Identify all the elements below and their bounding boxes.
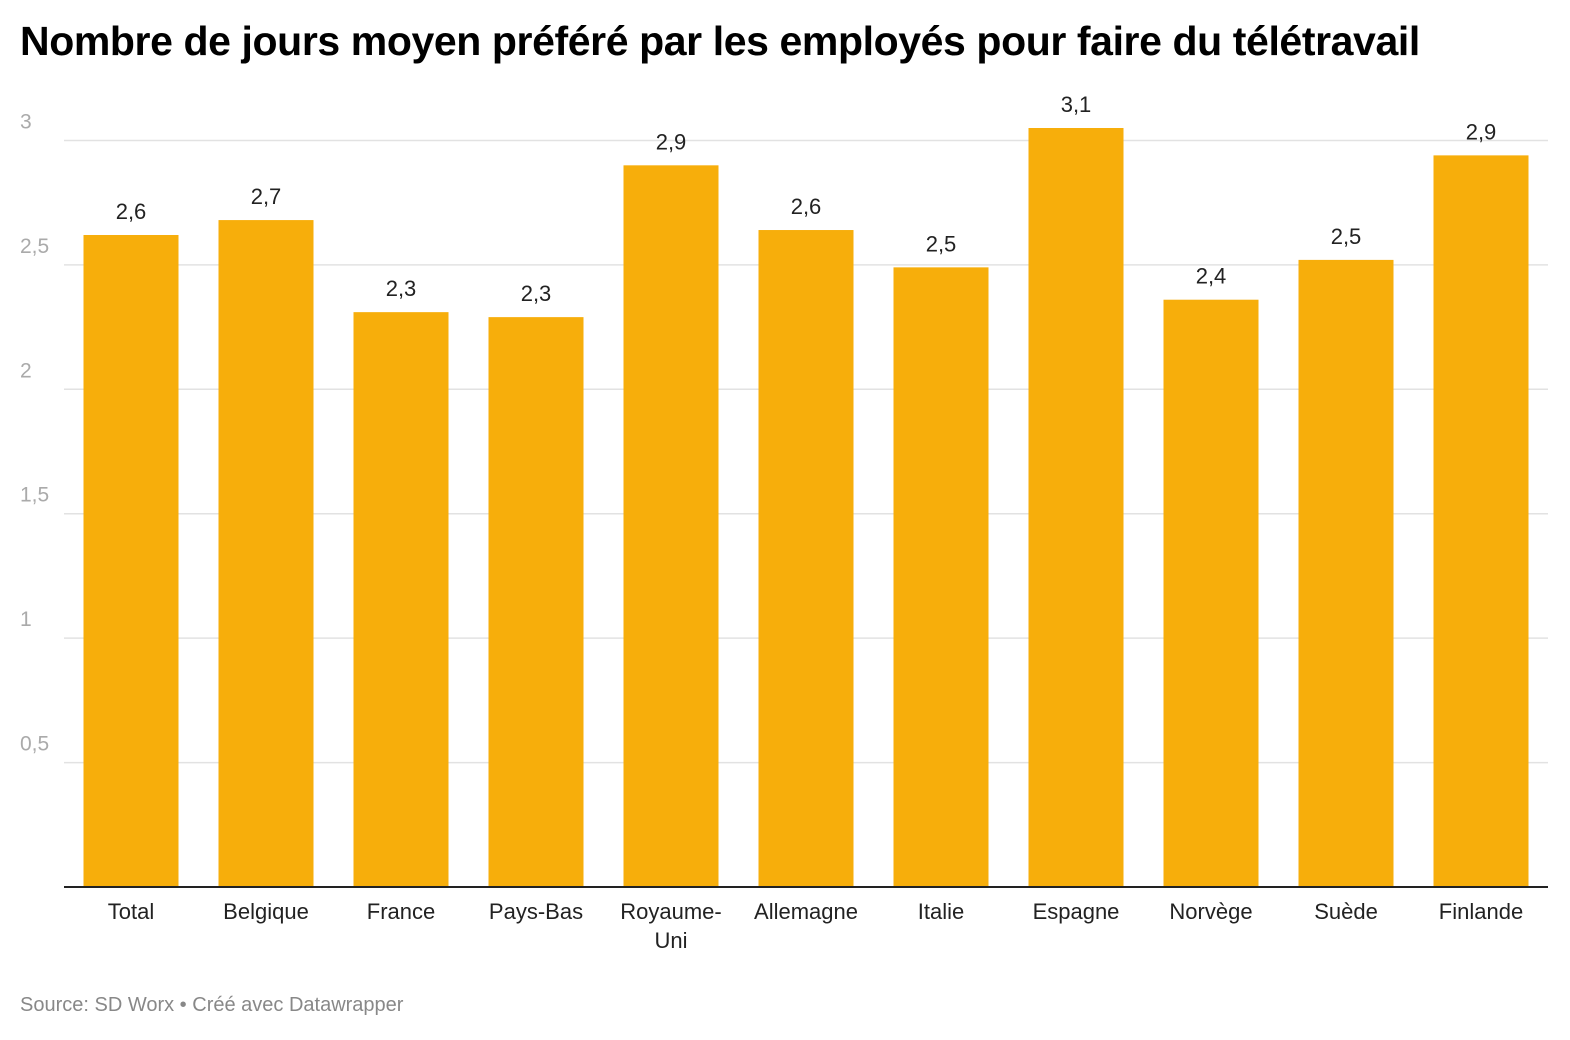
category-label-line: Uni: [654, 928, 687, 953]
value-label: 2,9: [1466, 119, 1497, 144]
value-label: 2,6: [791, 194, 822, 219]
value-label: 3,1: [1061, 92, 1092, 117]
bar: [353, 312, 449, 887]
source-link[interactable]: SD Worx: [94, 994, 175, 1016]
y-tick-label: 1: [20, 608, 32, 631]
value-label: 2,3: [386, 276, 417, 301]
bar: [758, 230, 854, 887]
category-label-line: France: [367, 899, 435, 924]
y-tick-label: 0,5: [20, 733, 49, 756]
category-label: France: [367, 899, 435, 924]
value-label: 2,9: [656, 129, 687, 154]
source-prefix: Source:: [20, 994, 95, 1016]
category-label: Italie: [918, 899, 964, 924]
category-label-line: Italie: [918, 899, 964, 924]
bar: [1163, 299, 1259, 887]
bar: [218, 220, 314, 887]
footer-separator: •: [174, 994, 193, 1016]
category-label-line: Belgique: [223, 899, 309, 924]
category-label: Pays-Bas: [489, 899, 583, 924]
value-label: 2,3: [521, 281, 552, 306]
category-label-line: Total: [108, 899, 154, 924]
category-label-line: Royaume-: [620, 899, 721, 924]
value-labels: 2,6 2,7 2,3 2,3 2,9 2,6 2,5 3,1 2,4 2,5 2,9: [116, 92, 1497, 306]
bar: [1028, 128, 1124, 887]
category-label-line: Allemagne: [754, 899, 858, 924]
category-label-line: Espagne: [1033, 899, 1120, 924]
category-label: Belgique: [223, 899, 309, 924]
value-label: 2,6: [116, 199, 147, 224]
category-label-line: Norvège: [1169, 899, 1252, 924]
footer: Source: SD Worx • Créé avec Datawrapper: [20, 994, 403, 1017]
category-label: Finlande: [1439, 899, 1523, 924]
value-label: 2,7: [251, 184, 282, 209]
bar: [83, 235, 179, 887]
value-label: 2,4: [1196, 264, 1227, 289]
y-tick-label: 2: [20, 359, 32, 382]
chart-title: Nombre de jours moyen préféré par les em…: [20, 18, 1420, 64]
y-tick-label: 1,5: [20, 484, 49, 507]
category-label-line: Suède: [1314, 899, 1378, 924]
category-label: Total: [108, 899, 154, 924]
category-label: Allemagne: [754, 899, 858, 924]
y-axis-tick-labels: 0,5 1 1,5 2 2,5 3: [20, 110, 49, 755]
category-label: Espagne: [1033, 899, 1120, 924]
category-label: Norvège: [1169, 899, 1252, 924]
y-tick-label: 3: [20, 110, 32, 133]
bar: [1433, 155, 1529, 887]
category-label: Suède: [1314, 899, 1378, 924]
y-tick-label: 2,5: [20, 235, 49, 258]
bars: [83, 128, 1529, 887]
bar: [1298, 259, 1394, 887]
category-label-line: Pays-Bas: [489, 899, 583, 924]
x-axis-category-labels: Total Belgique France Pays-Bas Royaume- Uni Al…: [108, 899, 1523, 953]
value-label: 2,5: [926, 231, 957, 256]
bar: [623, 165, 719, 887]
category-label: Royaume- Uni: [620, 899, 721, 953]
bar: [488, 317, 584, 887]
category-label-line: Finlande: [1439, 899, 1523, 924]
value-label: 2,5: [1331, 224, 1362, 249]
bar: [893, 267, 989, 887]
datawrapper-credit-link[interactable]: Créé avec Datawrapper: [192, 994, 404, 1016]
